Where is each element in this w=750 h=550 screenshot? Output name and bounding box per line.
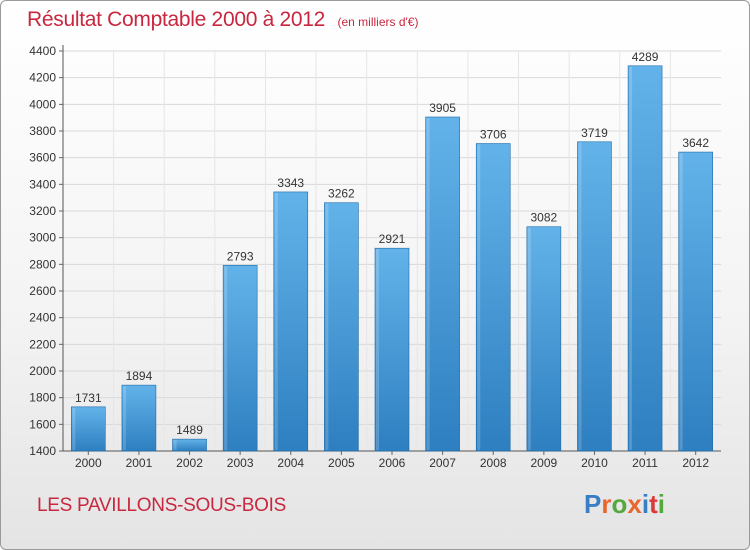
y-tick-label: 2200 — [29, 337, 56, 351]
bar-highlight — [173, 440, 177, 450]
bar-2011[interactable] — [627, 65, 663, 452]
value-label-2011: 4289 — [632, 50, 659, 64]
bar-highlight — [325, 203, 329, 450]
x-tick-label-2000: 2000 — [75, 456, 102, 470]
bar-highlight — [72, 407, 76, 450]
y-tick-label: 4200 — [29, 71, 56, 85]
value-label-2000: 1731 — [75, 391, 102, 405]
value-label-2002: 1489 — [176, 423, 203, 437]
bar-2000[interactable] — [71, 406, 106, 452]
value-label-2003: 2793 — [227, 249, 254, 263]
y-tick-label: 3400 — [29, 177, 56, 191]
x-tick-label-2006: 2006 — [379, 456, 406, 470]
y-tick-label: 4400 — [29, 44, 56, 58]
y-tick-label: 1600 — [29, 417, 56, 431]
x-tick-label-2012: 2012 — [682, 456, 709, 470]
bar-2008[interactable] — [475, 143, 511, 452]
bar-highlight — [629, 66, 633, 451]
x-tick-label-2005: 2005 — [328, 456, 355, 470]
chart-title: Résultat Comptable 2000 à 2012 — [27, 8, 326, 31]
y-tick-label: 3600 — [29, 151, 56, 165]
x-tick-label-2007: 2007 — [429, 456, 456, 470]
x-tick-label-2004: 2004 — [277, 456, 304, 470]
bar-highlight — [426, 118, 430, 450]
bar-2003[interactable] — [222, 264, 258, 452]
value-label-2008: 3706 — [480, 128, 507, 142]
bar-2007[interactable] — [425, 116, 460, 452]
value-label-2001: 1894 — [126, 369, 153, 383]
bar-highlight — [274, 192, 278, 450]
bar-2010[interactable] — [577, 141, 612, 452]
brand-letter: i — [641, 489, 650, 519]
bar-highlight — [679, 153, 683, 451]
y-tick-label: 1800 — [29, 391, 56, 405]
y-tick-label: 3200 — [29, 204, 56, 218]
x-tick-label-2003: 2003 — [227, 456, 254, 470]
brand-letter: i — [657, 489, 665, 519]
bar-2001[interactable] — [121, 384, 157, 452]
x-tick-label-2008: 2008 — [480, 456, 507, 470]
y-tick-label: 1400 — [29, 444, 56, 458]
y-tick-label: 2000 — [29, 364, 56, 378]
bar-highlight — [477, 144, 481, 451]
bar-2006[interactable] — [374, 247, 410, 452]
title-row: Résultat Comptable 2000 à 2012 (en milli… — [27, 8, 418, 32]
bar-highlight — [224, 266, 228, 450]
y-tick-label: 2600 — [29, 284, 56, 298]
value-label-2007: 3905 — [429, 101, 456, 115]
chart-subtitle: (en milliers d'€) — [337, 15, 419, 29]
brand-letter: t — [649, 489, 658, 519]
x-tick-label-2010: 2010 — [581, 456, 608, 470]
bar-highlight — [578, 142, 582, 451]
proxiti-logo[interactable]: Proxiti — [584, 489, 665, 520]
brand-letter: P — [584, 489, 602, 519]
bars — [71, 65, 713, 452]
bar-2005[interactable] — [324, 202, 359, 452]
x-tick-label-2011: 2011 — [632, 456, 658, 470]
y-tick-label: 2400 — [29, 311, 56, 325]
x-tick-label-2002: 2002 — [176, 456, 203, 470]
y-tick-label: 3000 — [29, 231, 56, 245]
value-label-2010: 3719 — [581, 126, 608, 140]
bar-2004[interactable] — [273, 191, 309, 452]
value-label-2009: 3082 — [530, 211, 557, 225]
bar-2002[interactable] — [172, 438, 207, 452]
x-tick-label-2009: 2009 — [530, 456, 557, 470]
data-labels: 1731 1894 1489 2793 3343 3262 2921 3905 3706 3082… — [75, 50, 709, 437]
axes: 1400 1600 1800 2000 2200 2400 2600 2800 3000 3200… — [29, 44, 721, 470]
value-label-2012: 3642 — [682, 136, 709, 150]
bar-2012[interactable] — [678, 151, 713, 452]
brand-letter: o — [611, 489, 628, 519]
bar-highlight — [376, 249, 379, 450]
y-tick-label: 3800 — [29, 124, 56, 138]
value-label-2006: 2921 — [379, 232, 406, 246]
brand-letter: r — [601, 489, 612, 519]
x-tick-label-2001: 2001 — [126, 456, 153, 470]
bar-2009[interactable] — [526, 226, 562, 452]
brand-letter: x — [627, 489, 642, 519]
y-tick-label: 4000 — [29, 97, 56, 111]
y-tick-label: 2800 — [29, 257, 56, 271]
bar-highlight — [527, 227, 531, 450]
value-label-2005: 3262 — [328, 187, 355, 201]
bar-highlight — [122, 386, 126, 450]
commune-name: LES PAVILLONS-SOUS-BOIS — [37, 495, 286, 516]
value-label-2004: 3343 — [277, 176, 304, 190]
